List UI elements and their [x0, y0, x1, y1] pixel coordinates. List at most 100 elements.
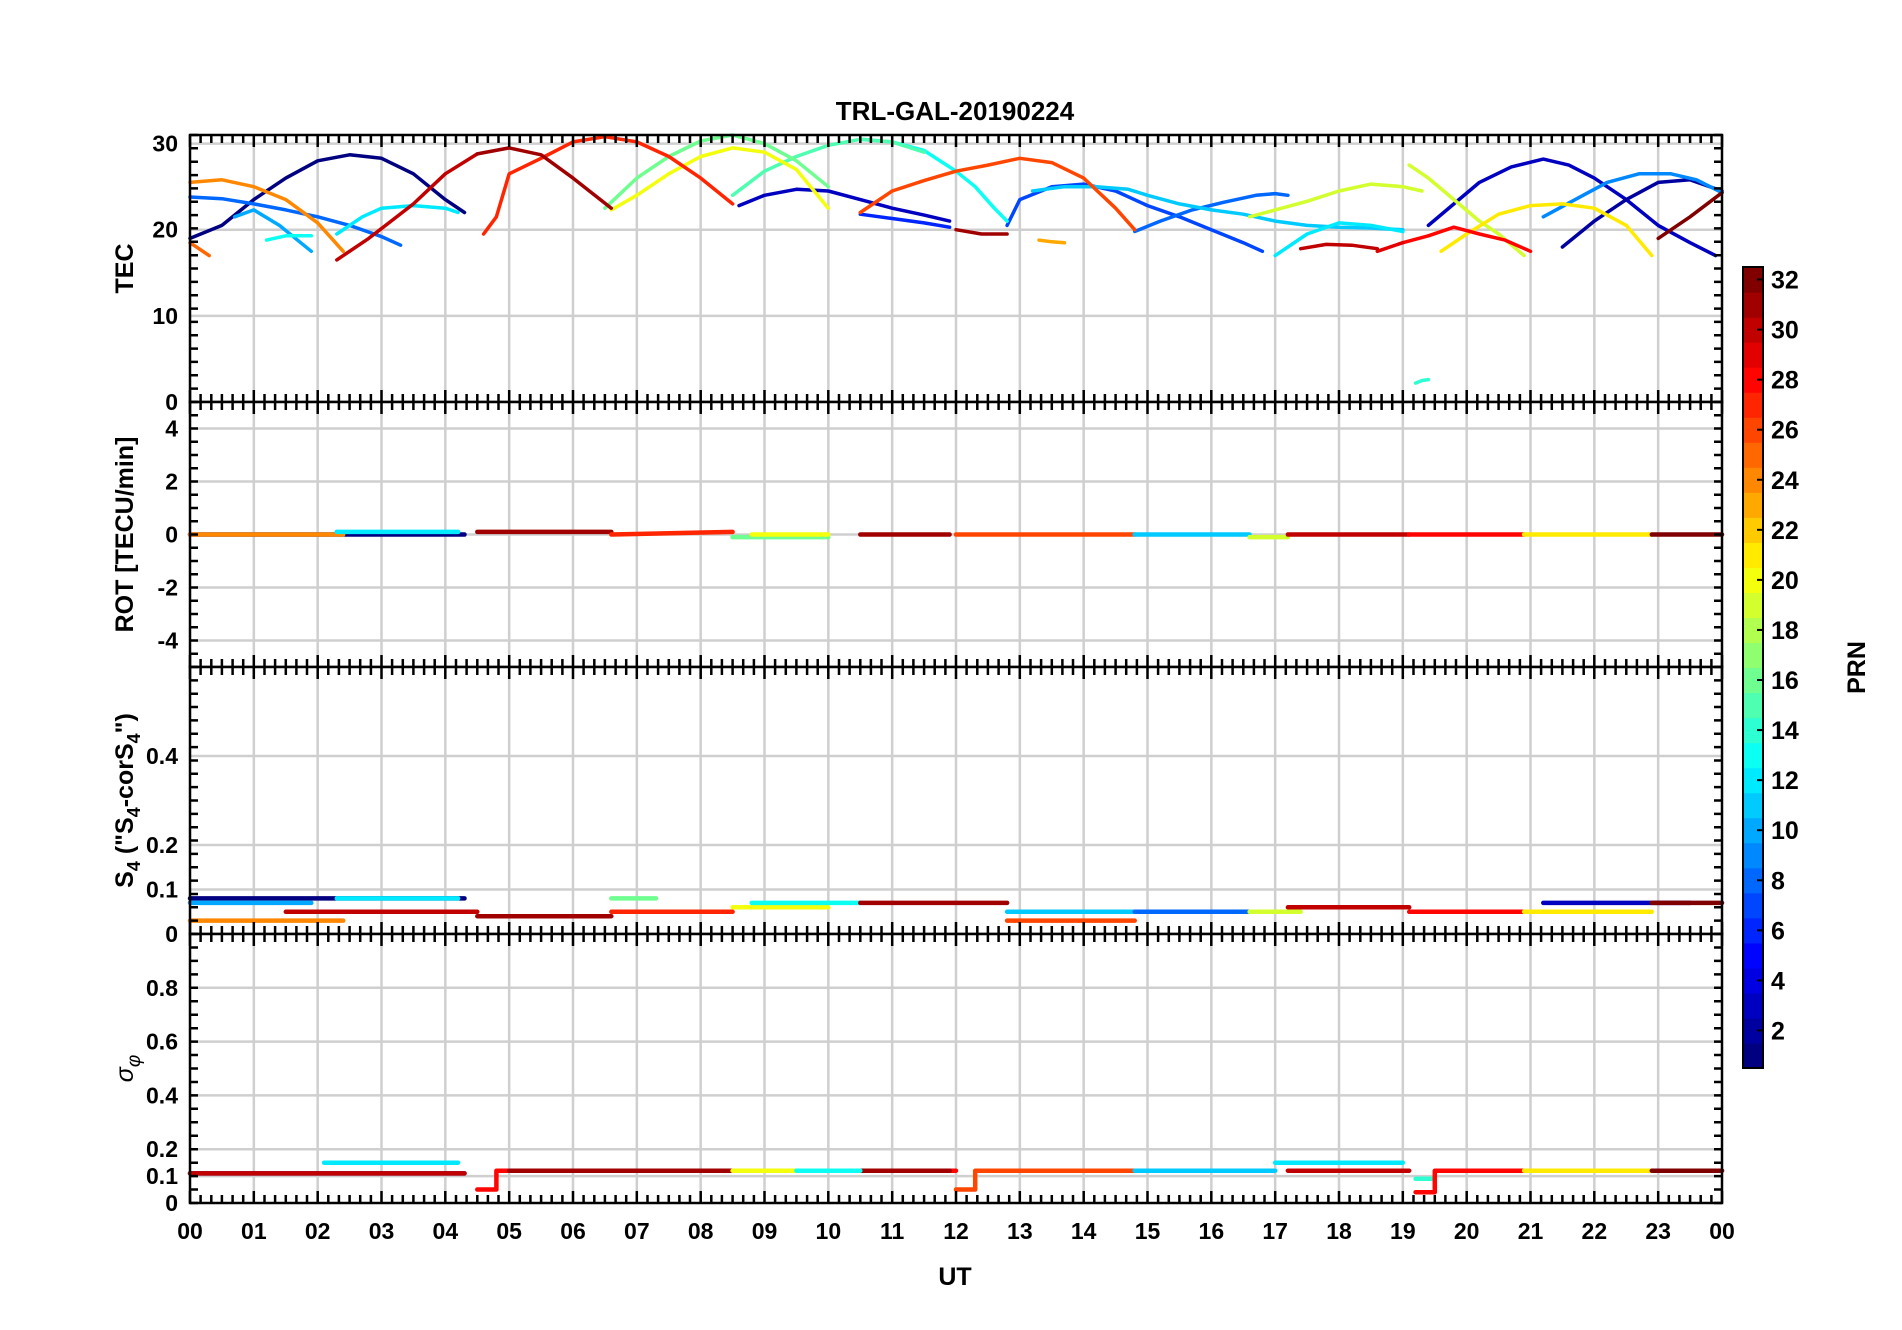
series-tec-28: [1375, 240, 1405, 254]
colorbar-tick-label: 28: [1771, 367, 1799, 395]
colorbar-band: [1743, 717, 1763, 744]
y-tick-label: 0.4: [146, 743, 178, 769]
panel-s4-grid: [190, 667, 1722, 934]
series-tec-7: [1132, 191, 1290, 234]
y-tick-label: 0.2: [146, 1136, 178, 1162]
y-tick-label: 30: [152, 131, 178, 157]
y-label-part: σ: [111, 1066, 139, 1082]
colorbar-tick-label: 4: [1771, 967, 1785, 995]
colorbar-band: [1743, 317, 1763, 343]
series-tec-23: [1037, 238, 1067, 245]
panel-s4-y-tick-labels: 0 0.1 0.2 0.4: [146, 743, 178, 947]
y-tick-label: 0.4: [146, 1082, 178, 1108]
colorbar-band: [1743, 292, 1763, 318]
colorbar-band: [1743, 567, 1763, 594]
x-tick-label: 04: [433, 1218, 459, 1244]
colorbar-band: [1743, 392, 1763, 418]
colorbar-band: [1743, 742, 1763, 769]
x-tick-label: 16: [1199, 1218, 1225, 1244]
x-tick-label: 15: [1135, 1218, 1161, 1244]
series-tec-33: [1656, 190, 1724, 241]
y-label-part: "): [111, 713, 139, 733]
y-tick-label: 0: [165, 921, 178, 947]
y-tick-label: 20: [152, 217, 178, 243]
series-tec-24: [188, 240, 211, 258]
colorbar-band: [1743, 592, 1763, 619]
series-tec-15: [1413, 377, 1431, 385]
y-label-part: 4: [124, 733, 144, 743]
x-tick-label: 19: [1390, 1218, 1416, 1244]
colorbar-band: [1743, 792, 1763, 819]
colorbar-band: [1743, 917, 1763, 944]
colorbar-band: [1743, 992, 1763, 1019]
colorbar-band: [1743, 892, 1763, 919]
colorbar-band: [1743, 867, 1763, 894]
series-tec-12: [1273, 221, 1405, 258]
panel-tec-y-tick-labels: 0 10 20 30: [152, 131, 178, 415]
y-tick-label: 0.1: [146, 877, 178, 903]
series-tec-27: [1401, 225, 1533, 254]
y-label-part: φ: [124, 1055, 145, 1067]
y-axis-label-rot: ROT [TECU/min]: [111, 437, 139, 633]
series-tec-32: [954, 227, 1009, 236]
panel-rot: -4 -2 0 2 4 ROT [TECU/min]: [111, 400, 1725, 669]
x-tick-label: 10: [816, 1218, 842, 1244]
colorbar-band: [1743, 1042, 1763, 1069]
y-axis-label-sigma: σφ: [111, 1055, 145, 1082]
colorbar-tick-label: 30: [1771, 317, 1799, 345]
panel-rot-y-tick-labels: -4 -2 0 2 4: [158, 416, 179, 654]
x-tick-label: 06: [560, 1218, 586, 1244]
y-label-part: -corS: [111, 743, 139, 807]
x-tick-label: 11: [880, 1218, 905, 1244]
panel-sigma-frame: [188, 932, 1724, 1205]
y-tick-label: 0.1: [146, 1163, 178, 1189]
y-tick-label: 4: [165, 416, 178, 442]
colorbar-band: [1743, 342, 1763, 368]
series-tec-26: [481, 134, 735, 236]
x-tick-label: 21: [1518, 1218, 1544, 1244]
x-axis-label: UT: [938, 1263, 971, 1291]
y-tick-label: 2: [165, 469, 178, 495]
colorbar-band: [1743, 842, 1763, 869]
x-tick-label: 17: [1262, 1218, 1288, 1244]
colorbar-band: [1743, 442, 1763, 468]
colorbar-tick-label: 20: [1771, 567, 1799, 595]
panel-s4-tick-marks: [188, 665, 1724, 936]
colorbar-band: [1743, 492, 1763, 518]
colorbar-band: [1743, 267, 1763, 293]
series-tec-22: [188, 178, 345, 254]
series-rot-4: [609, 529, 735, 537]
series-tec-11: [335, 203, 460, 236]
series-tec-25: [858, 156, 1137, 232]
x-tick-label: 22: [1582, 1218, 1608, 1244]
colorbar-band: [1743, 967, 1763, 994]
colorbar-tick-label: 2: [1771, 1017, 1785, 1045]
panel-s4-series: [187, 896, 1725, 923]
x-tick-label: 12: [943, 1218, 969, 1244]
x-tick-label: 14: [1071, 1218, 1097, 1244]
colorbar-band: [1743, 667, 1763, 694]
series-tec-9: [232, 208, 314, 254]
series-tec-4: [858, 212, 952, 229]
y-label-part: 4: [124, 861, 144, 871]
x-tick-label: 03: [369, 1218, 395, 1244]
colorbar-tick-label: 26: [1771, 417, 1799, 445]
y-tick-label: 0.2: [146, 832, 178, 858]
x-tick-label: 00: [1709, 1218, 1735, 1244]
x-tick-label: 07: [624, 1218, 650, 1244]
x-tick-label: 02: [305, 1218, 331, 1244]
y-tick-label: -2: [158, 575, 178, 601]
series-tec-18: [609, 146, 831, 212]
y-tick-label: -4: [158, 628, 179, 654]
series-tec-17: [603, 133, 831, 210]
series-tec-20: [1407, 163, 1526, 258]
x-tick-label: 13: [1007, 1218, 1033, 1244]
panel-sigma-grid: [190, 934, 1722, 1203]
x-tick-label: 05: [496, 1218, 522, 1244]
y-axis-label-tec: TEC: [111, 244, 139, 294]
colorbar-tick-label: 18: [1771, 617, 1799, 645]
x-tick-label: 23: [1645, 1218, 1671, 1244]
